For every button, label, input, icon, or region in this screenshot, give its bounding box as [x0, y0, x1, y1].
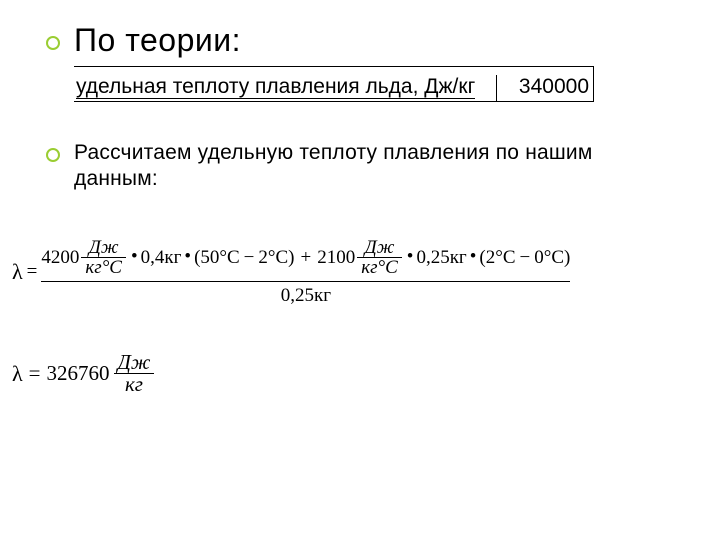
page-title: По теории:: [74, 22, 241, 59]
result-unit: Дж кг: [114, 352, 155, 395]
t-water-hi: 50°С: [200, 248, 239, 267]
theory-label: удельная теплоту плавления льда, Дж/кг: [76, 75, 475, 99]
c-ice-unit: Дж кг°С: [357, 238, 402, 277]
lambda-symbol-2: λ: [12, 361, 23, 387]
theory-label-cell: удельная теплоту плавления льда, Дж/кг: [74, 75, 497, 101]
intro-text: Рассчитаем удельную теплоту плавления по…: [74, 140, 634, 193]
c-water-unit: Дж кг°С: [81, 238, 126, 277]
m-water: 0,4кг: [141, 248, 182, 267]
t-ice-hi: 2°С: [486, 248, 516, 267]
c-ice: 2100: [317, 248, 355, 267]
lambda-symbol: λ: [12, 259, 23, 285]
main-fraction: 4200 Дж кг°С • 0,4кг • (50°С − 2°С) + 21…: [41, 238, 570, 305]
t-water-lo: 2°С: [258, 248, 288, 267]
title-bullet: [46, 36, 60, 50]
t-ice-lo: 0°С: [534, 248, 564, 267]
equals-sign: =: [27, 261, 38, 283]
lambda-result: λ = 326760 Дж кг: [12, 352, 156, 395]
c-water: 4200: [41, 248, 79, 267]
numerator: 4200 Дж кг°С • 0,4кг • (50°С − 2°С) + 21…: [41, 238, 570, 277]
m-ice: 0,25кг: [416, 248, 466, 267]
equals-sign-2: =: [29, 361, 41, 386]
theory-value: 340000: [497, 75, 593, 101]
table-row: удельная теплоту плавления льда, Дж/кг 3…: [74, 67, 593, 101]
fraction-bar: [41, 281, 570, 282]
theory-table: удельная теплоту плавления льда, Дж/кг 3…: [74, 66, 594, 102]
result-value: 326760: [47, 361, 110, 386]
lambda-formula: λ = 4200 Дж кг°С • 0,4кг • (50°С − 2°С) …: [12, 238, 570, 305]
intro-bullet: [46, 148, 60, 162]
denominator: 0,25кг: [281, 286, 331, 305]
